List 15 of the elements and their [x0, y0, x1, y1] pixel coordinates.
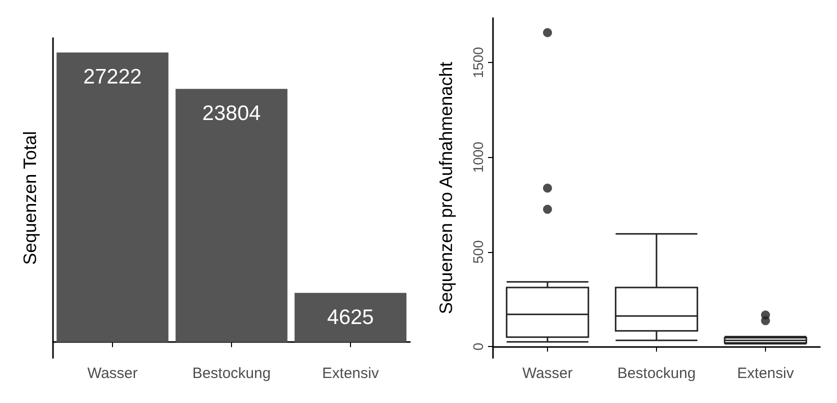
- y-axis-title: Sequenzen Total: [20, 131, 40, 265]
- x-tick-label: Wasser: [87, 365, 138, 382]
- y-axis-title: Sequenzen pro Aufnahmenacht: [436, 62, 456, 314]
- x-tick-label: Bestockung: [617, 365, 696, 382]
- data-label: 4625: [327, 306, 374, 329]
- y-tick-label: 500: [470, 240, 486, 264]
- data-label: 23804: [202, 102, 262, 125]
- y-tick-label: 1000: [470, 141, 486, 173]
- x-tick-label: Wasser: [522, 365, 573, 382]
- data-label: 27222: [83, 65, 142, 88]
- x-tick-label: Bestockung: [192, 365, 271, 382]
- y-tick-label: 1500: [470, 46, 486, 78]
- y-tick-label: 0: [470, 342, 486, 351]
- x-tick-label: Extensiv: [322, 365, 380, 382]
- x-tick-label: Extensiv: [737, 365, 794, 382]
